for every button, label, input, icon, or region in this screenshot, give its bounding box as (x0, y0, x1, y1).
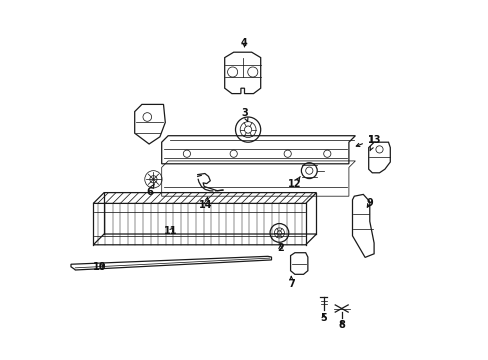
Text: 6: 6 (146, 184, 154, 197)
Text: 8: 8 (338, 320, 345, 330)
Text: 10: 10 (93, 262, 106, 272)
Text: 2: 2 (277, 243, 284, 253)
Text: 3: 3 (241, 108, 247, 121)
Text: 9: 9 (366, 198, 372, 208)
Text: 4: 4 (241, 38, 247, 48)
Text: 13: 13 (367, 135, 381, 151)
Text: 14: 14 (199, 197, 212, 210)
Text: 7: 7 (287, 276, 294, 289)
Text: 11: 11 (163, 226, 177, 236)
Text: 12: 12 (287, 176, 301, 189)
Text: 1: 1 (356, 135, 374, 147)
Text: 5: 5 (320, 312, 326, 323)
